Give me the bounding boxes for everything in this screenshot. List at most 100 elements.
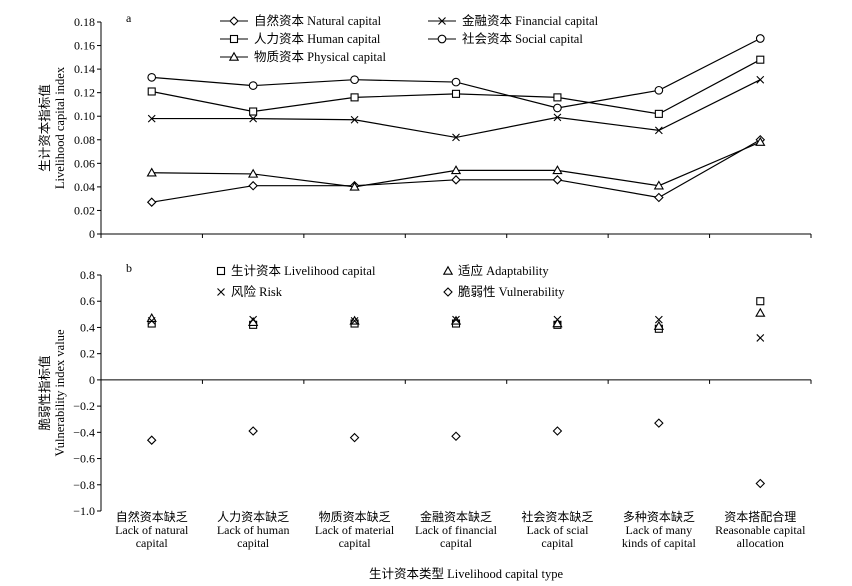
y-axis-title-line: Vulnerability index value — [53, 329, 67, 456]
data-point — [552, 175, 563, 185]
y-tick-label: −0.2 — [73, 399, 95, 413]
legend-label: 适应 Adaptability — [458, 263, 549, 278]
data-point — [248, 81, 258, 90]
data-point — [756, 75, 765, 84]
legend-label: 风险 Risk — [231, 284, 283, 299]
data-point — [249, 114, 258, 123]
y-tick-label: 0.8 — [80, 268, 95, 282]
category-label-line: capital — [440, 536, 473, 550]
data-point — [147, 114, 156, 123]
data-point — [755, 34, 765, 43]
category-label-line: 人力资本缺乏 — [217, 509, 289, 524]
category-label-line: Lack of financial — [415, 523, 498, 537]
legend-marker — [437, 34, 447, 44]
y-tick-label: −0.8 — [73, 478, 95, 492]
data-point — [450, 165, 462, 175]
data-point — [249, 107, 258, 116]
y-tick-label: 0.2 — [80, 347, 95, 361]
data-point — [756, 334, 765, 342]
y-tick-label: 0.14 — [74, 62, 95, 76]
category-label-line: 社会资本缺乏 — [521, 509, 593, 524]
category-label-line: 多种资本缺乏 — [623, 509, 695, 524]
legend-marker — [442, 265, 454, 275]
y-tick-label: −0.4 — [73, 425, 95, 439]
data-point — [654, 418, 664, 428]
category-label-line: capital — [339, 536, 372, 550]
legend-label: 物质资本 Physical capital — [254, 50, 386, 64]
data-point — [553, 315, 562, 324]
data-point — [755, 307, 766, 317]
y-tick-label: 0.04 — [74, 180, 95, 194]
category-label-line: 资本搭配合理 — [724, 509, 796, 524]
data-point — [349, 432, 360, 443]
data-point — [249, 315, 258, 324]
legend-marker — [438, 17, 446, 25]
data-point — [146, 197, 157, 207]
category-label-line: Lack of human — [217, 523, 290, 537]
data-point — [452, 133, 460, 142]
data-point — [350, 75, 359, 85]
y-tick-label: 0.6 — [80, 294, 95, 308]
data-point — [654, 315, 663, 324]
data-point — [553, 113, 562, 122]
data-point — [756, 297, 765, 306]
legend-marker — [443, 287, 453, 297]
category-label-line: capital — [136, 536, 169, 550]
data-point — [146, 167, 157, 177]
legend-label: 脆弱性 Vulnerability — [458, 284, 565, 299]
y-tick-label: 0.10 — [74, 109, 95, 123]
data-point — [653, 180, 665, 190]
legend-marker — [229, 34, 239, 44]
data-point — [248, 180, 258, 191]
y-axis-title-line: 脆弱性指标值 — [37, 355, 52, 430]
data-point — [451, 77, 461, 87]
panel-a-letter: a — [126, 11, 132, 25]
legend-marker — [216, 266, 226, 276]
data-point — [654, 126, 663, 135]
data-point — [451, 89, 461, 98]
y-tick-label: 0.06 — [74, 156, 95, 170]
category-label-line: Reasonable capital — [715, 523, 806, 537]
y-tick-label: 0.4 — [80, 320, 95, 334]
y-tick-label: 0.16 — [74, 39, 95, 53]
data-point — [553, 93, 562, 102]
y-tick-label: 0 — [89, 373, 95, 387]
data-point — [552, 165, 563, 175]
y-tick-label: 0.18 — [74, 15, 95, 29]
y-axis-title-line: Livelihood capital index — [53, 66, 67, 189]
data-point — [147, 317, 156, 325]
data-point — [452, 315, 460, 324]
data-point — [654, 109, 663, 118]
data-point — [451, 431, 461, 442]
legend-label: 社会资本 Social capital — [462, 31, 583, 46]
y-tick-label: −1.0 — [73, 504, 95, 518]
y-tick-label: 0 — [89, 227, 95, 241]
data-point — [552, 318, 563, 328]
y-tick-label: 0.08 — [74, 133, 95, 147]
data-point — [553, 103, 562, 113]
data-point — [248, 426, 258, 436]
panel-b-letter: b — [126, 261, 132, 275]
category-label-line: capital — [237, 536, 270, 550]
y-tick-label: 0.12 — [74, 86, 95, 100]
category-label-line: Lack of scial — [526, 523, 589, 537]
category-label-line: Lack of many — [626, 523, 693, 537]
series-line — [151, 59, 761, 115]
legend-label: 金融资本 Financial capital — [462, 13, 599, 28]
legend-label: 生计资本 Livelihood capital — [231, 264, 376, 278]
y-tick-label: −0.6 — [73, 452, 95, 466]
legend-label: 人力资本 Human capital — [254, 32, 381, 46]
category-label-line: 金融资本缺乏 — [420, 509, 492, 524]
x-axis-title: 生计资本类型 Livelihood capital type — [369, 567, 564, 581]
panel-a-line-chart: a 0 0.02 0.04 0.06 0.08 0.10 0.12 0.14 0.16 0.18 生… — [37, 11, 812, 241]
legend-marker — [228, 51, 240, 61]
legend-marker — [217, 288, 225, 296]
legend-marker — [229, 16, 239, 26]
y-tick-label: 0.02 — [74, 203, 95, 217]
data-point — [147, 73, 157, 82]
data-point — [350, 317, 359, 325]
panel-b-scatter-chart: b 0.8 0.6 0.4 0.2 0 −0.2 −0.4 −0.6 −0.8 −1.0 脆弱性指标… — [37, 261, 812, 518]
category-label-line: Lack of natural — [115, 523, 189, 537]
y-axis-title-line: 生计资本指标值 — [37, 84, 52, 172]
